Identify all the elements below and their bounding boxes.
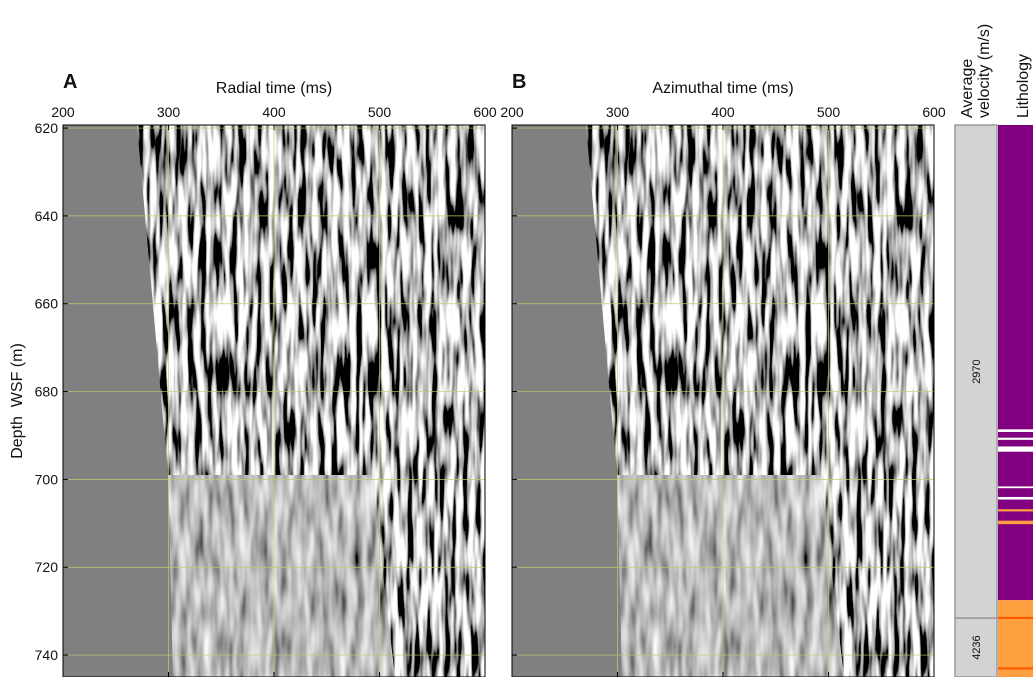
- x-axis-title: Radial time (ms): [216, 80, 332, 97]
- y-tick-label: 660: [35, 296, 59, 312]
- panel-label: B: [512, 71, 526, 93]
- x-tick-label: 300: [606, 104, 630, 120]
- seismic-panel: 200 300 400 500 600 B Azimuthal time (ms): [500, 71, 946, 677]
- x-tick-label: 400: [262, 104, 286, 120]
- strong-wavefield: [137, 125, 485, 475]
- strong-wavefield: [586, 125, 934, 475]
- velocity-value: 2970: [971, 359, 983, 383]
- y-tick-label: 620: [35, 120, 59, 136]
- lithology-unit: [998, 446, 1033, 452]
- lithology-unit: [998, 520, 1033, 525]
- lithology-unit: [998, 600, 1033, 677]
- x-tick-label: 200: [51, 104, 75, 120]
- y-tick-label: 700: [35, 471, 59, 487]
- x-tick-label: 500: [368, 104, 392, 120]
- panel-label: A: [63, 71, 77, 93]
- panel-frame: [62, 124, 486, 677]
- x-tick-label: 400: [711, 104, 735, 120]
- lithology-unit: [998, 429, 1033, 432]
- x-tick-label: 500: [817, 104, 841, 120]
- velocity-interval: [954, 124, 998, 619]
- x-axis-title: Azimuthal time (ms): [652, 80, 793, 97]
- lithology-title: Lithology: [1015, 54, 1032, 118]
- x-tick-label: 600: [473, 104, 497, 120]
- lithology-unit: [998, 496, 1033, 500]
- y-tick-label: 640: [35, 208, 59, 224]
- y-axis-title: Depth WSF (m): [9, 343, 26, 459]
- panel-frame: [511, 124, 935, 677]
- seismic-panel: 200 300 400 500 600 620 640 660 680 700 720 740 A Rad…: [35, 71, 497, 677]
- x-tick-label: 600: [922, 104, 946, 120]
- x-tick-label: 300: [157, 104, 181, 120]
- velocity-title: Average: [959, 59, 976, 118]
- velocity-interval: [954, 617, 998, 677]
- lithology-unit: [998, 486, 1033, 489]
- y-tick-label: 680: [35, 384, 59, 400]
- y-tick-label: 720: [35, 559, 59, 575]
- x-tick-label: 200: [500, 104, 524, 120]
- velocity-value: 4236: [971, 635, 983, 659]
- lithology-unit: [998, 509, 1033, 512]
- lithology-unit: [998, 616, 1033, 620]
- lithology-unit: [998, 125, 1033, 601]
- velocity-title: velocity (m/s): [976, 24, 993, 118]
- y-tick-label: 740: [35, 647, 59, 663]
- lithology-unit: [998, 667, 1033, 670]
- lithology-unit: [998, 437, 1033, 440]
